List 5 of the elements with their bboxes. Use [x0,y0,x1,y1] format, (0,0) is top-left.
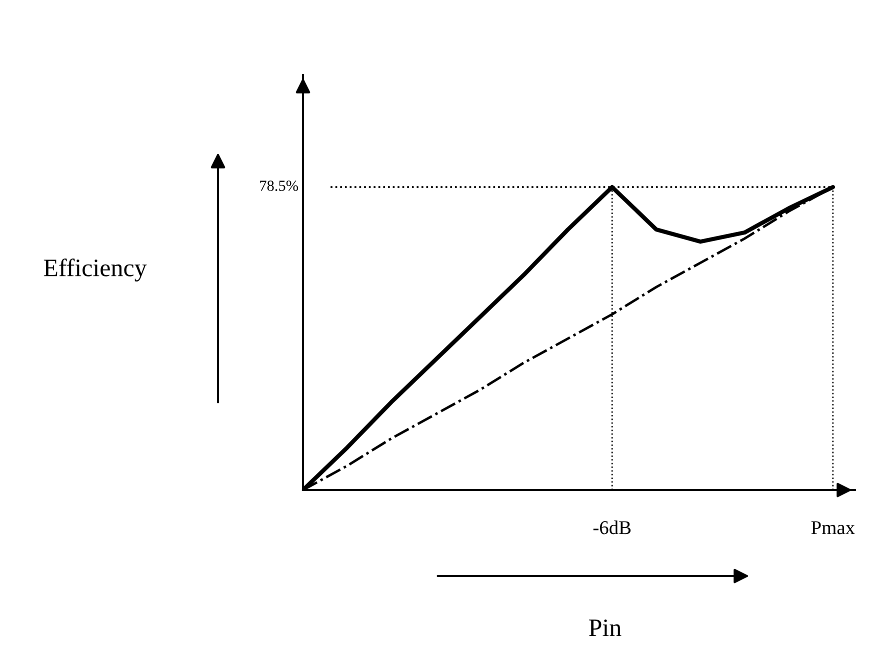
x-tick-label: -6dB [593,520,631,534]
x-tick-label: Pmax [811,521,855,534]
text: 78.5% [260,180,298,191]
x-axis-title: Pin [589,619,622,636]
text: Efficiency [44,258,147,282]
